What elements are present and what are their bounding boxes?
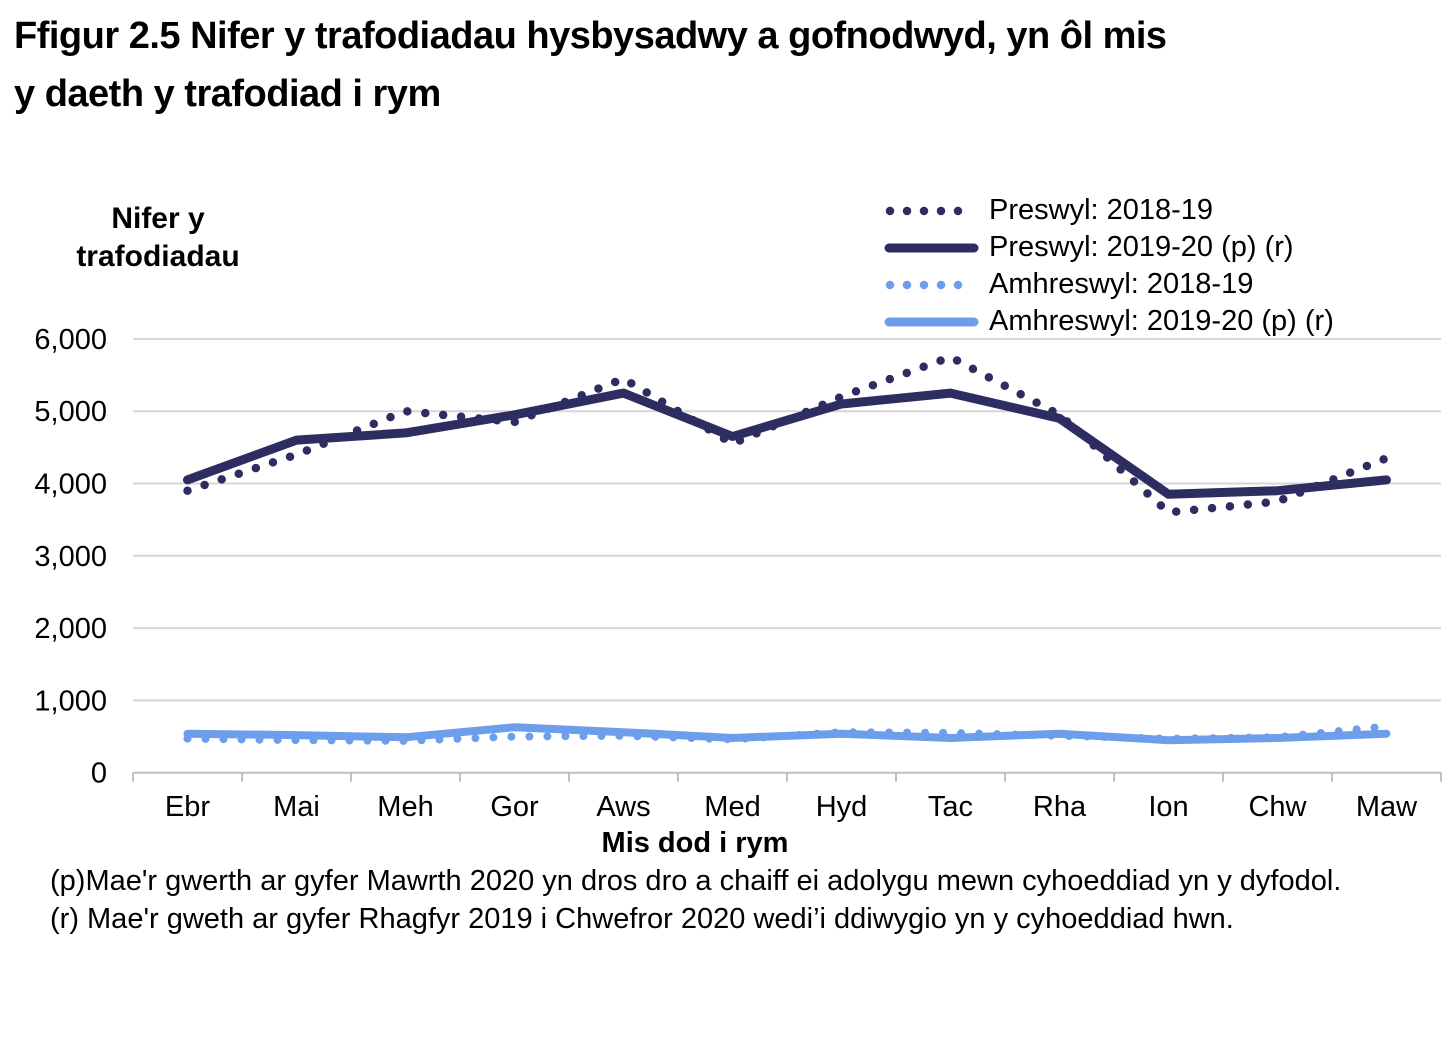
- legend-label: Amhreswyl: 2019-20 (p) (r): [989, 305, 1334, 337]
- y-axis-title: Nifer y trafodiadau: [76, 202, 240, 273]
- x-tick-label: Med: [704, 791, 760, 823]
- y-tick-label: 0: [91, 758, 107, 790]
- chart-canvas: 0 1,000 2,000 3,000 4,000 5,000 6,000 Ebr Mai Meh…: [34, 324, 1442, 859]
- legend-item-1: Preswyl: 2019-20 (p) (r): [884, 231, 1334, 263]
- x-tick-label: Aws: [596, 791, 650, 823]
- legend-label: Preswyl: 2019-20 (p) (r): [989, 231, 1294, 263]
- x-tick-label: Hyd: [816, 791, 868, 823]
- legend-item-0: Preswyl: 2018-19: [884, 194, 1334, 226]
- series-line-1: [183, 388, 1391, 499]
- y-tick-label: 3,000: [34, 541, 107, 573]
- solid-line-swatch-icon: [884, 243, 979, 252]
- x-axis-title: Mis dod i rym: [602, 827, 789, 859]
- y-tick-label: 4,000: [34, 469, 107, 501]
- y-tick-label: 2,000: [34, 613, 107, 645]
- solid-line-swatch-icon: [884, 317, 979, 326]
- y-tick-label: 5,000: [34, 396, 107, 428]
- x-tick-label: Ebr: [165, 791, 210, 823]
- x-tick-label: Maw: [1356, 791, 1418, 823]
- x-tick-label: Meh: [377, 791, 433, 823]
- x-tick-label: Chw: [1248, 791, 1307, 823]
- dotted-line-swatch-icon: [885, 206, 979, 215]
- chart-title: Ffigur 2.5 Nifer y trafodiadau hysbysadw…: [14, 15, 1167, 115]
- y-tick-label: 6,000: [34, 324, 107, 356]
- x-tick-label: Tac: [928, 791, 973, 823]
- footnote-p: (p)Mae'r gwerth ar gyfer Mawrth 2020 yn …: [50, 865, 1342, 897]
- series-line-3: [183, 723, 1391, 745]
- x-tick-label: Gor: [490, 791, 539, 823]
- legend-item-2: Amhreswyl: 2018-19: [884, 268, 1334, 300]
- x-tick-label: Ion: [1148, 791, 1188, 823]
- legend-label: Preswyl: 2018-19: [989, 194, 1214, 226]
- x-tick-label: Mai: [273, 791, 320, 823]
- legend-label: Amhreswyl: 2018-19: [989, 268, 1254, 300]
- footnotes: (p)Mae'r gwerth ar gyfer Mawrth 2020 yn …: [38, 862, 1430, 938]
- footnote-r: (r) Mae'r gweth ar gyfer Rhagfyr 2019 i …: [50, 903, 1234, 935]
- legend-item-3: Amhreswyl: 2019-20 (p) (r): [884, 305, 1334, 337]
- dotted-line-swatch-icon: [885, 280, 979, 289]
- x-tick-label: Rha: [1033, 791, 1087, 823]
- y-tick-label: 1,000: [34, 685, 107, 717]
- chart-legend: Preswyl: 2018-19 Preswyl: 2019-20 (p) (r)…: [884, 194, 1334, 337]
